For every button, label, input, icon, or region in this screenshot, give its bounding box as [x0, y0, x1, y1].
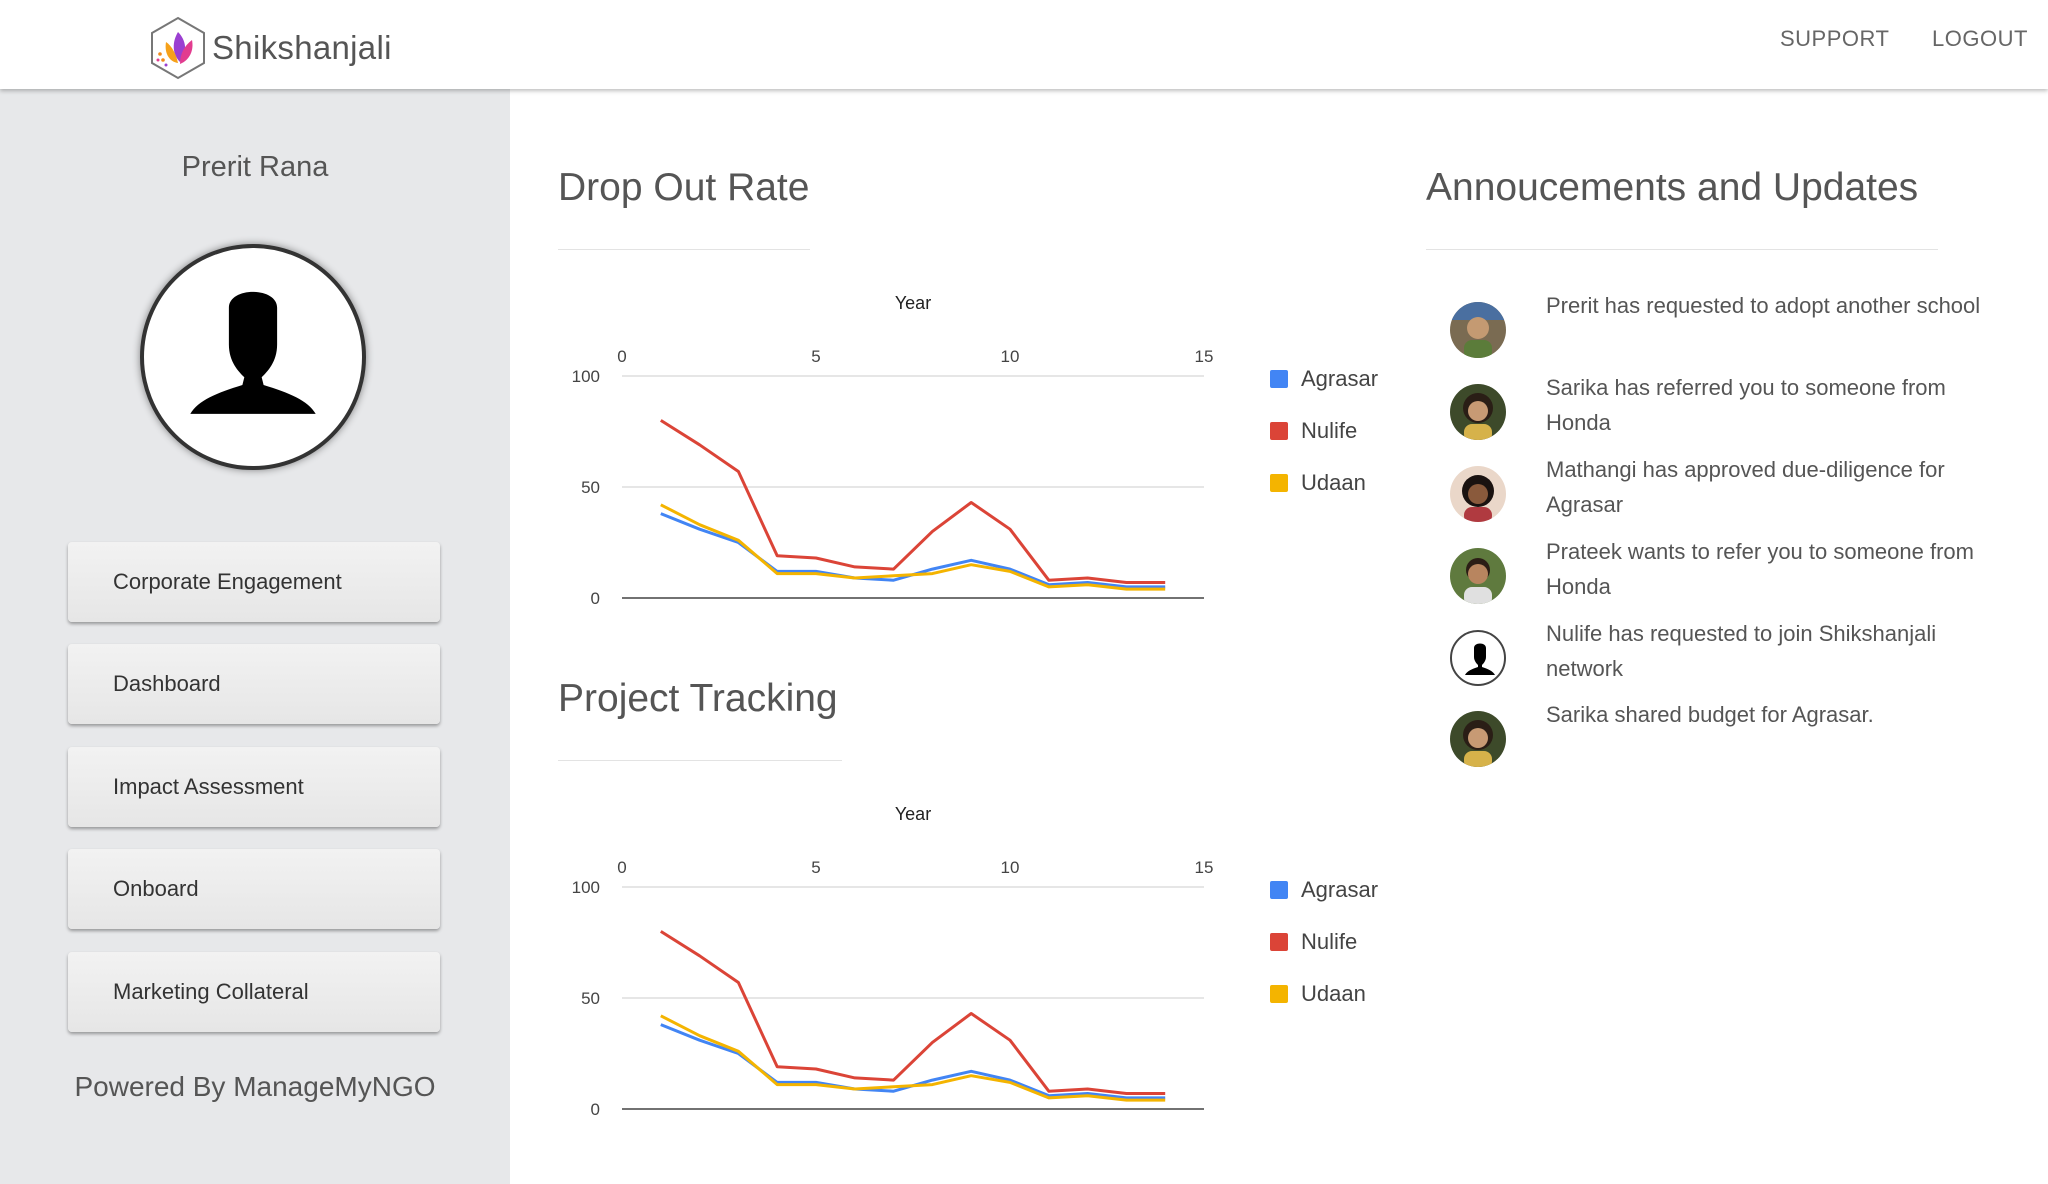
- support-link[interactable]: SUPPORT: [1780, 26, 1890, 51]
- logout-link[interactable]: LOGOUT: [1932, 26, 2028, 51]
- sidebar-item-label: Impact Assessment: [113, 774, 304, 799]
- default-user-icon: [1465, 643, 1495, 675]
- avatar: [1450, 548, 1506, 604]
- legend-label: Udaan: [1301, 981, 1366, 1006]
- announcements-title: Annoucements and Updates: [1426, 166, 1919, 209]
- lotus-logo-icon: [151, 16, 205, 80]
- x-axis-title: Year: [895, 804, 931, 824]
- sidebar: Prerit Rana Corporate Engagement Dashboa…: [0, 89, 510, 1184]
- y-tick-label: 0: [591, 1100, 600, 1119]
- sidebar-item-marketing-collateral[interactable]: Marketing Collateral: [68, 952, 440, 1032]
- powered-by: Powered By ManageMyNGO: [74, 1071, 436, 1102]
- title-divider: [558, 760, 842, 761]
- y-tick-label: 0: [591, 589, 600, 608]
- announcement-text: Mathangi has approved due-diligence for …: [1546, 457, 1945, 517]
- line-chart-svg: 0 50 100 0 5 10 15 Year Agrasar Nulife Udaan: [572, 804, 1378, 1119]
- legend-label: Nulife: [1301, 418, 1357, 443]
- dropout-rate-chart: 0 50 100 0 5 10 15 Year Agrasar Nulife Udaan: [550, 280, 1390, 620]
- series-line-udaan: [660, 503, 1166, 591]
- x-tick-label: 10: [1001, 858, 1020, 877]
- default-user-icon: [190, 291, 316, 414]
- title-divider: [558, 249, 810, 250]
- user-name: Prerit Rana: [181, 151, 329, 183]
- sidebar-item-label: Corporate Engagement: [113, 569, 342, 594]
- avatar: [1450, 711, 1506, 767]
- sidebar-item-label: Dashboard: [113, 671, 221, 696]
- photo-avatar: [1450, 466, 1506, 522]
- announcement-text: Sarika shared budget for Agrasar.: [1546, 702, 1874, 727]
- announcement-text: Sarika has referred you to someone from …: [1546, 375, 1946, 435]
- chart-title-dropout: Drop Out Rate: [558, 166, 810, 209]
- photo-avatar: [1450, 302, 1506, 358]
- legend-swatch: [1270, 422, 1288, 440]
- x-tick-label: 0: [617, 347, 626, 366]
- sidebar-item-corporate-engagement[interactable]: Corporate Engagement: [68, 542, 440, 622]
- legend-label: Agrasar: [1301, 366, 1378, 391]
- legend-swatch: [1270, 985, 1288, 1003]
- y-tick-label: 50: [581, 478, 600, 497]
- chart-title-project-tracking: Project Tracking: [558, 677, 838, 720]
- legend-label: Udaan: [1301, 470, 1366, 495]
- avatar: [1450, 466, 1506, 522]
- avatar: [1450, 302, 1506, 358]
- x-tick-label: 5: [811, 347, 820, 366]
- series-line-nulife: [660, 419, 1166, 584]
- sidebar-item-label: Marketing Collateral: [113, 979, 309, 1004]
- series-line-nulife: [660, 930, 1166, 1095]
- legend-label: Agrasar: [1301, 877, 1378, 902]
- legend-swatch: [1270, 881, 1288, 899]
- x-tick-label: 15: [1195, 858, 1214, 877]
- y-tick-label: 50: [581, 989, 600, 1008]
- title-divider: [1426, 249, 1938, 250]
- legend-swatch: [1270, 474, 1288, 492]
- app-logo[interactable]: Shikshanjali: [146, 16, 392, 80]
- photo-avatar: [1450, 384, 1506, 440]
- profile-avatar[interactable]: [140, 244, 366, 470]
- x-axis-title: Year: [895, 293, 931, 313]
- photo-avatar: [1450, 548, 1506, 604]
- sidebar-item-label: Onboard: [113, 876, 199, 901]
- app-name: Shikshanjali: [212, 29, 392, 66]
- x-tick-label: 5: [811, 858, 820, 877]
- announcement-text: Prerit has requested to adopt another sc…: [1546, 293, 1981, 318]
- top-bar: Shikshanjali SUPPORT LOGOUT: [0, 0, 2048, 89]
- avatar: [1450, 384, 1506, 440]
- announcement-text: Nulife has requested to join Shikshanjal…: [1546, 621, 1937, 681]
- series-line-udaan: [660, 1014, 1166, 1102]
- sidebar-item-onboard[interactable]: Onboard: [68, 849, 440, 929]
- x-tick-label: 10: [1001, 347, 1020, 366]
- photo-avatar: [1450, 711, 1506, 767]
- x-tick-label: 15: [1195, 347, 1214, 366]
- y-tick-label: 100: [572, 367, 600, 386]
- line-chart-svg: 0 50 100 0 5 10 15 Year Agrasar Nulife Udaan: [572, 293, 1378, 608]
- sidebar-item-impact-assessment[interactable]: Impact Assessment: [68, 747, 440, 827]
- project-tracking-chart: 0 50 100 0 5 10 15 Year Agrasar Nulife Udaan: [550, 791, 1390, 1131]
- announcement-text: Prateek wants to refer you to someone fr…: [1546, 539, 1974, 599]
- avatar: [1450, 630, 1506, 686]
- legend-swatch: [1270, 370, 1288, 388]
- legend-label: Nulife: [1301, 929, 1357, 954]
- x-tick-label: 0: [617, 858, 626, 877]
- legend-swatch: [1270, 933, 1288, 951]
- sidebar-item-dashboard[interactable]: Dashboard: [68, 644, 440, 724]
- y-tick-label: 100: [572, 878, 600, 897]
